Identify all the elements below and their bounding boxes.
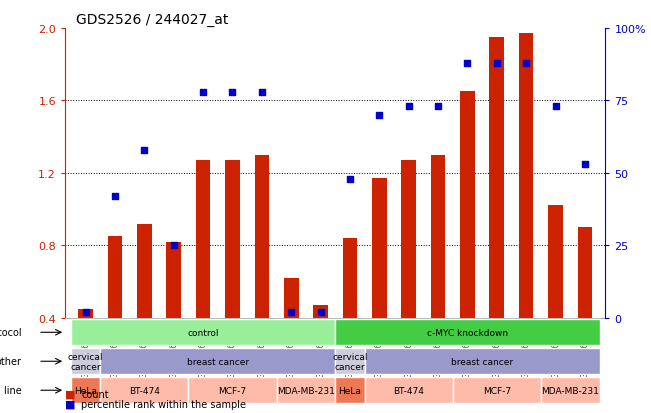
FancyBboxPatch shape	[71, 377, 100, 403]
Text: breast cancer: breast cancer	[187, 357, 249, 366]
Bar	[342, 239, 357, 318]
Text: MCF-7: MCF-7	[219, 386, 247, 395]
Bar	[137, 224, 152, 318]
Text: HeLa: HeLa	[339, 386, 361, 395]
FancyBboxPatch shape	[335, 348, 365, 374]
Bar	[255, 155, 270, 318]
Bar	[401, 161, 416, 318]
Text: cervical
cancer: cervical cancer	[332, 352, 368, 371]
Point	[521, 60, 531, 67]
Point	[579, 161, 590, 168]
Text: protocol: protocol	[0, 328, 22, 337]
Bar	[577, 228, 592, 318]
Text: other: other	[0, 356, 22, 366]
Bar	[225, 161, 240, 318]
Text: count: count	[81, 389, 109, 399]
FancyBboxPatch shape	[365, 377, 452, 403]
Point	[433, 104, 443, 110]
Point	[256, 89, 267, 96]
Point	[374, 112, 385, 119]
FancyBboxPatch shape	[452, 377, 541, 403]
Bar	[313, 305, 328, 318]
Bar	[431, 155, 445, 318]
Text: BT-474: BT-474	[393, 386, 424, 395]
Text: ■: ■	[65, 399, 76, 409]
Point	[198, 89, 208, 96]
Point	[227, 89, 238, 96]
Point	[492, 60, 502, 67]
Text: cervical
cancer: cervical cancer	[68, 352, 104, 371]
FancyBboxPatch shape	[100, 348, 335, 374]
Point	[169, 242, 179, 249]
Text: percentile rank within the sample: percentile rank within the sample	[81, 399, 246, 409]
Point	[315, 309, 326, 316]
Bar	[460, 92, 475, 318]
Bar	[196, 161, 210, 318]
Point	[110, 193, 120, 200]
Point	[345, 176, 355, 183]
Bar	[519, 34, 533, 318]
Bar	[490, 38, 504, 318]
Text: MDA-MB-231: MDA-MB-231	[541, 386, 599, 395]
FancyBboxPatch shape	[71, 348, 100, 374]
Text: breast cancer: breast cancer	[451, 357, 513, 366]
Text: ■: ■	[65, 389, 76, 399]
Bar	[107, 237, 122, 318]
Text: MCF-7: MCF-7	[482, 386, 511, 395]
Point	[550, 104, 561, 110]
Bar	[548, 206, 563, 318]
Point	[286, 309, 296, 316]
Text: BT-474: BT-474	[129, 386, 160, 395]
Bar	[167, 242, 181, 318]
Bar	[372, 179, 387, 318]
FancyBboxPatch shape	[335, 320, 600, 345]
Text: cell line: cell line	[0, 385, 22, 395]
Text: GDS2526 / 244027_at: GDS2526 / 244027_at	[76, 12, 229, 26]
Text: control: control	[187, 328, 219, 337]
FancyBboxPatch shape	[365, 348, 600, 374]
Point	[139, 147, 150, 154]
FancyBboxPatch shape	[100, 377, 188, 403]
Bar	[284, 278, 299, 318]
Point	[81, 309, 91, 316]
FancyBboxPatch shape	[188, 377, 277, 403]
Text: MDA-MB-231: MDA-MB-231	[277, 386, 335, 395]
Text: HeLa: HeLa	[74, 386, 97, 395]
Point	[462, 60, 473, 67]
Bar	[78, 309, 93, 318]
FancyBboxPatch shape	[335, 377, 365, 403]
FancyBboxPatch shape	[541, 377, 600, 403]
Point	[404, 104, 414, 110]
FancyBboxPatch shape	[277, 377, 335, 403]
FancyBboxPatch shape	[71, 320, 335, 345]
Text: c-MYC knockdown: c-MYC knockdown	[427, 328, 508, 337]
